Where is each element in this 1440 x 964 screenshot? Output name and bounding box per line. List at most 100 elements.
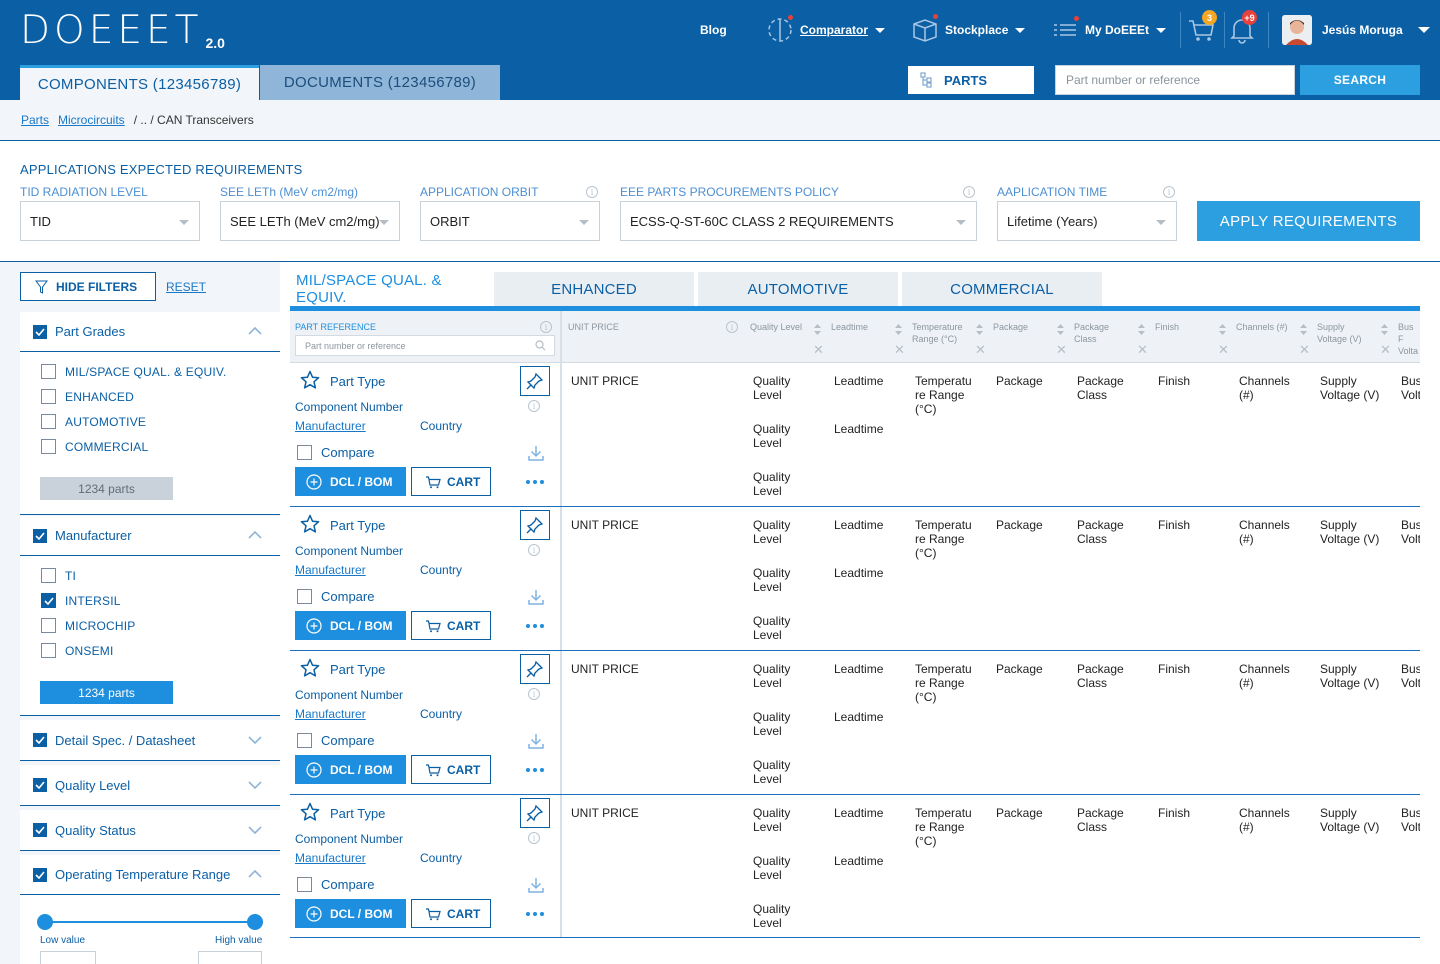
manufacturer-link[interactable]: Manufacturer: [295, 563, 366, 577]
tab-commercial[interactable]: COMMERCIAL: [902, 272, 1102, 306]
orbit-select[interactable]: ORBIT: [420, 201, 600, 241]
chevron-down-icon[interactable]: [248, 736, 262, 745]
checkbox-checked[interactable]: [33, 823, 47, 837]
search-input[interactable]: [1055, 65, 1295, 95]
dcl-bom-button[interactable]: DCL / BOM: [295, 755, 406, 784]
more-options-icon[interactable]: [520, 899, 550, 928]
manufacturer-link[interactable]: Manufacturer: [295, 707, 366, 721]
manufacturer-link[interactable]: Manufacturer: [295, 419, 366, 433]
chevron-up-icon[interactable]: [248, 326, 262, 335]
filter-quality-level-header[interactable]: Quality Level: [20, 765, 280, 805]
more-options-icon[interactable]: [520, 467, 550, 496]
checkbox-checked[interactable]: [33, 324, 47, 339]
clear-filter-icon[interactable]: ✕: [1299, 342, 1310, 357]
option-ti[interactable]: TI: [41, 568, 76, 583]
info-icon[interactable]: i: [540, 321, 552, 333]
policy-select[interactable]: ECSS-Q-ST-60C CLASS 2 REQUIREMENTS: [620, 201, 977, 241]
checkbox-checked[interactable]: [33, 733, 47, 747]
checkbox[interactable]: [297, 589, 312, 604]
breadcrumb-microcircuits[interactable]: Microcircuits: [58, 113, 125, 127]
checkbox[interactable]: [297, 445, 312, 460]
checkbox[interactable]: [41, 414, 56, 429]
checkbox-checked[interactable]: [33, 778, 47, 792]
tab-documents[interactable]: DOCUMENTS (123456789): [260, 65, 500, 100]
search-button[interactable]: SEARCH: [1300, 65, 1420, 95]
info-icon[interactable]: i: [586, 186, 598, 198]
clear-filter-icon[interactable]: ✕: [975, 342, 986, 357]
tid-select[interactable]: TID: [20, 201, 200, 241]
info-icon[interactable]: i: [528, 400, 540, 412]
sort-icon[interactable]: [1300, 324, 1307, 335]
compare-checkbox[interactable]: Compare: [297, 589, 374, 604]
slider-handle-high[interactable]: [247, 914, 263, 930]
sort-icon[interactable]: [1381, 324, 1388, 335]
chevron-down-icon[interactable]: [248, 826, 262, 835]
sort-icon[interactable]: [895, 324, 902, 335]
manufacturer-count-button[interactable]: 1234 parts: [40, 681, 173, 704]
nav-my-doeeet[interactable]: My DoEEEt: [1053, 16, 1167, 40]
checkbox[interactable]: [297, 877, 312, 892]
checkbox-checked[interactable]: [41, 593, 56, 608]
checkbox[interactable]: [41, 618, 56, 633]
filter-manufacturer-header[interactable]: Manufacturer: [20, 516, 280, 556]
chevron-up-icon[interactable]: [248, 530, 262, 539]
add-to-cart-button[interactable]: CART: [411, 899, 491, 928]
sort-icon[interactable]: [1057, 324, 1064, 335]
dcl-bom-button[interactable]: DCL / BOM: [295, 899, 406, 928]
reset-link[interactable]: RESET: [166, 280, 207, 294]
download-icon[interactable]: [527, 876, 545, 894]
parts-selector[interactable]: PARTS: [908, 66, 1034, 94]
tab-mil-space[interactable]: MIL/SPACE QUAL. & EQUIV.: [290, 272, 490, 306]
checkbox-checked[interactable]: [33, 867, 47, 882]
checkbox[interactable]: [297, 733, 312, 748]
info-icon[interactable]: i: [528, 544, 540, 556]
star-icon[interactable]: [300, 802, 320, 822]
clear-filter-icon[interactable]: ✕: [1056, 342, 1067, 357]
add-to-cart-button[interactable]: CART: [411, 467, 491, 496]
pin-button[interactable]: [520, 654, 550, 684]
dcl-bom-button[interactable]: DCL / BOM: [295, 611, 406, 640]
tab-components[interactable]: COMPONENTS (123456789): [20, 65, 259, 100]
download-icon[interactable]: [527, 588, 545, 606]
sort-icon[interactable]: [1219, 324, 1226, 335]
download-icon[interactable]: [527, 444, 545, 462]
apply-requirements-button[interactable]: APPLY REQUIREMENTS: [1197, 201, 1420, 241]
checkbox[interactable]: [41, 364, 56, 379]
compare-checkbox[interactable]: Compare: [297, 445, 374, 460]
part-type[interactable]: Part Type: [330, 806, 386, 821]
breadcrumb-parts[interactable]: Parts: [21, 113, 50, 127]
bell-icon[interactable]: +9: [1229, 10, 1257, 44]
info-icon[interactable]: i: [963, 186, 975, 198]
part-reference-search[interactable]: Part number or reference: [295, 335, 555, 356]
star-icon[interactable]: [300, 514, 320, 534]
pin-button[interactable]: [520, 510, 550, 540]
sort-icon[interactable]: [814, 324, 821, 335]
clear-filter-icon[interactable]: ✕: [1218, 342, 1229, 357]
checkbox[interactable]: [41, 439, 56, 454]
sort-icon[interactable]: [1138, 324, 1145, 335]
option-onsemi[interactable]: ONSEMI: [41, 643, 114, 658]
download-icon[interactable]: [527, 732, 545, 750]
clear-filter-icon[interactable]: ✕: [1137, 342, 1148, 357]
filter-temperature-header[interactable]: Operating Temperature Range: [20, 855, 280, 895]
hide-filters-button[interactable]: HIDE FILTERS: [20, 272, 156, 301]
part-type[interactable]: Part Type: [330, 374, 386, 389]
sort-icon[interactable]: [976, 324, 983, 335]
dcl-bom-button[interactable]: DCL / BOM: [295, 467, 406, 496]
time-select[interactable]: Lifetime (Years): [997, 201, 1177, 241]
star-icon[interactable]: [300, 658, 320, 678]
option-commercial[interactable]: COMMERCIAL: [41, 439, 148, 454]
temperature-slider-track[interactable]: [45, 921, 255, 923]
cart-icon[interactable]: 3: [1187, 10, 1217, 44]
option-mil-space[interactable]: MIL/SPACE QUAL. & EQUIV.: [41, 364, 227, 379]
nav-comparator[interactable]: Comparator: [767, 15, 886, 42]
high-value-input[interactable]: [198, 951, 262, 964]
info-icon[interactable]: i: [1163, 186, 1175, 198]
part-type[interactable]: Part Type: [330, 518, 386, 533]
checkbox[interactable]: [41, 389, 56, 404]
clear-filter-icon[interactable]: ✕: [813, 342, 824, 357]
slider-handle-low[interactable]: [37, 914, 53, 930]
checkbox[interactable]: [41, 643, 56, 658]
add-to-cart-button[interactable]: CART: [411, 611, 491, 640]
nav-blog[interactable]: Blog: [700, 20, 727, 40]
